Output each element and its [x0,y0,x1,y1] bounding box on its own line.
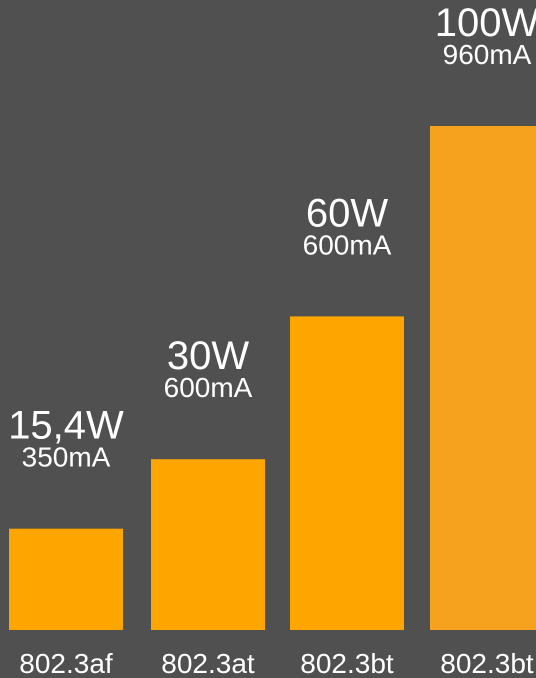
power-label: 60W [306,191,388,235]
category-label: 802.3af [19,648,113,678]
bar-4 [430,126,536,630]
current-label: 600mA [303,229,392,260]
bar-1 [9,528,123,630]
bar-3 [290,316,404,630]
category-label: 802.3at [161,648,255,678]
current-label: 600mA [164,372,253,403]
power-label: 15,4W [8,404,124,448]
current-label: 960mA [443,39,532,70]
bar-2 [151,459,265,630]
power-label: 100W [435,1,536,45]
category-label: 802.3bt [300,648,394,678]
category-label: 802.3bt [440,648,534,678]
power-label: 30W [167,334,249,378]
current-label: 350mA [22,442,111,473]
